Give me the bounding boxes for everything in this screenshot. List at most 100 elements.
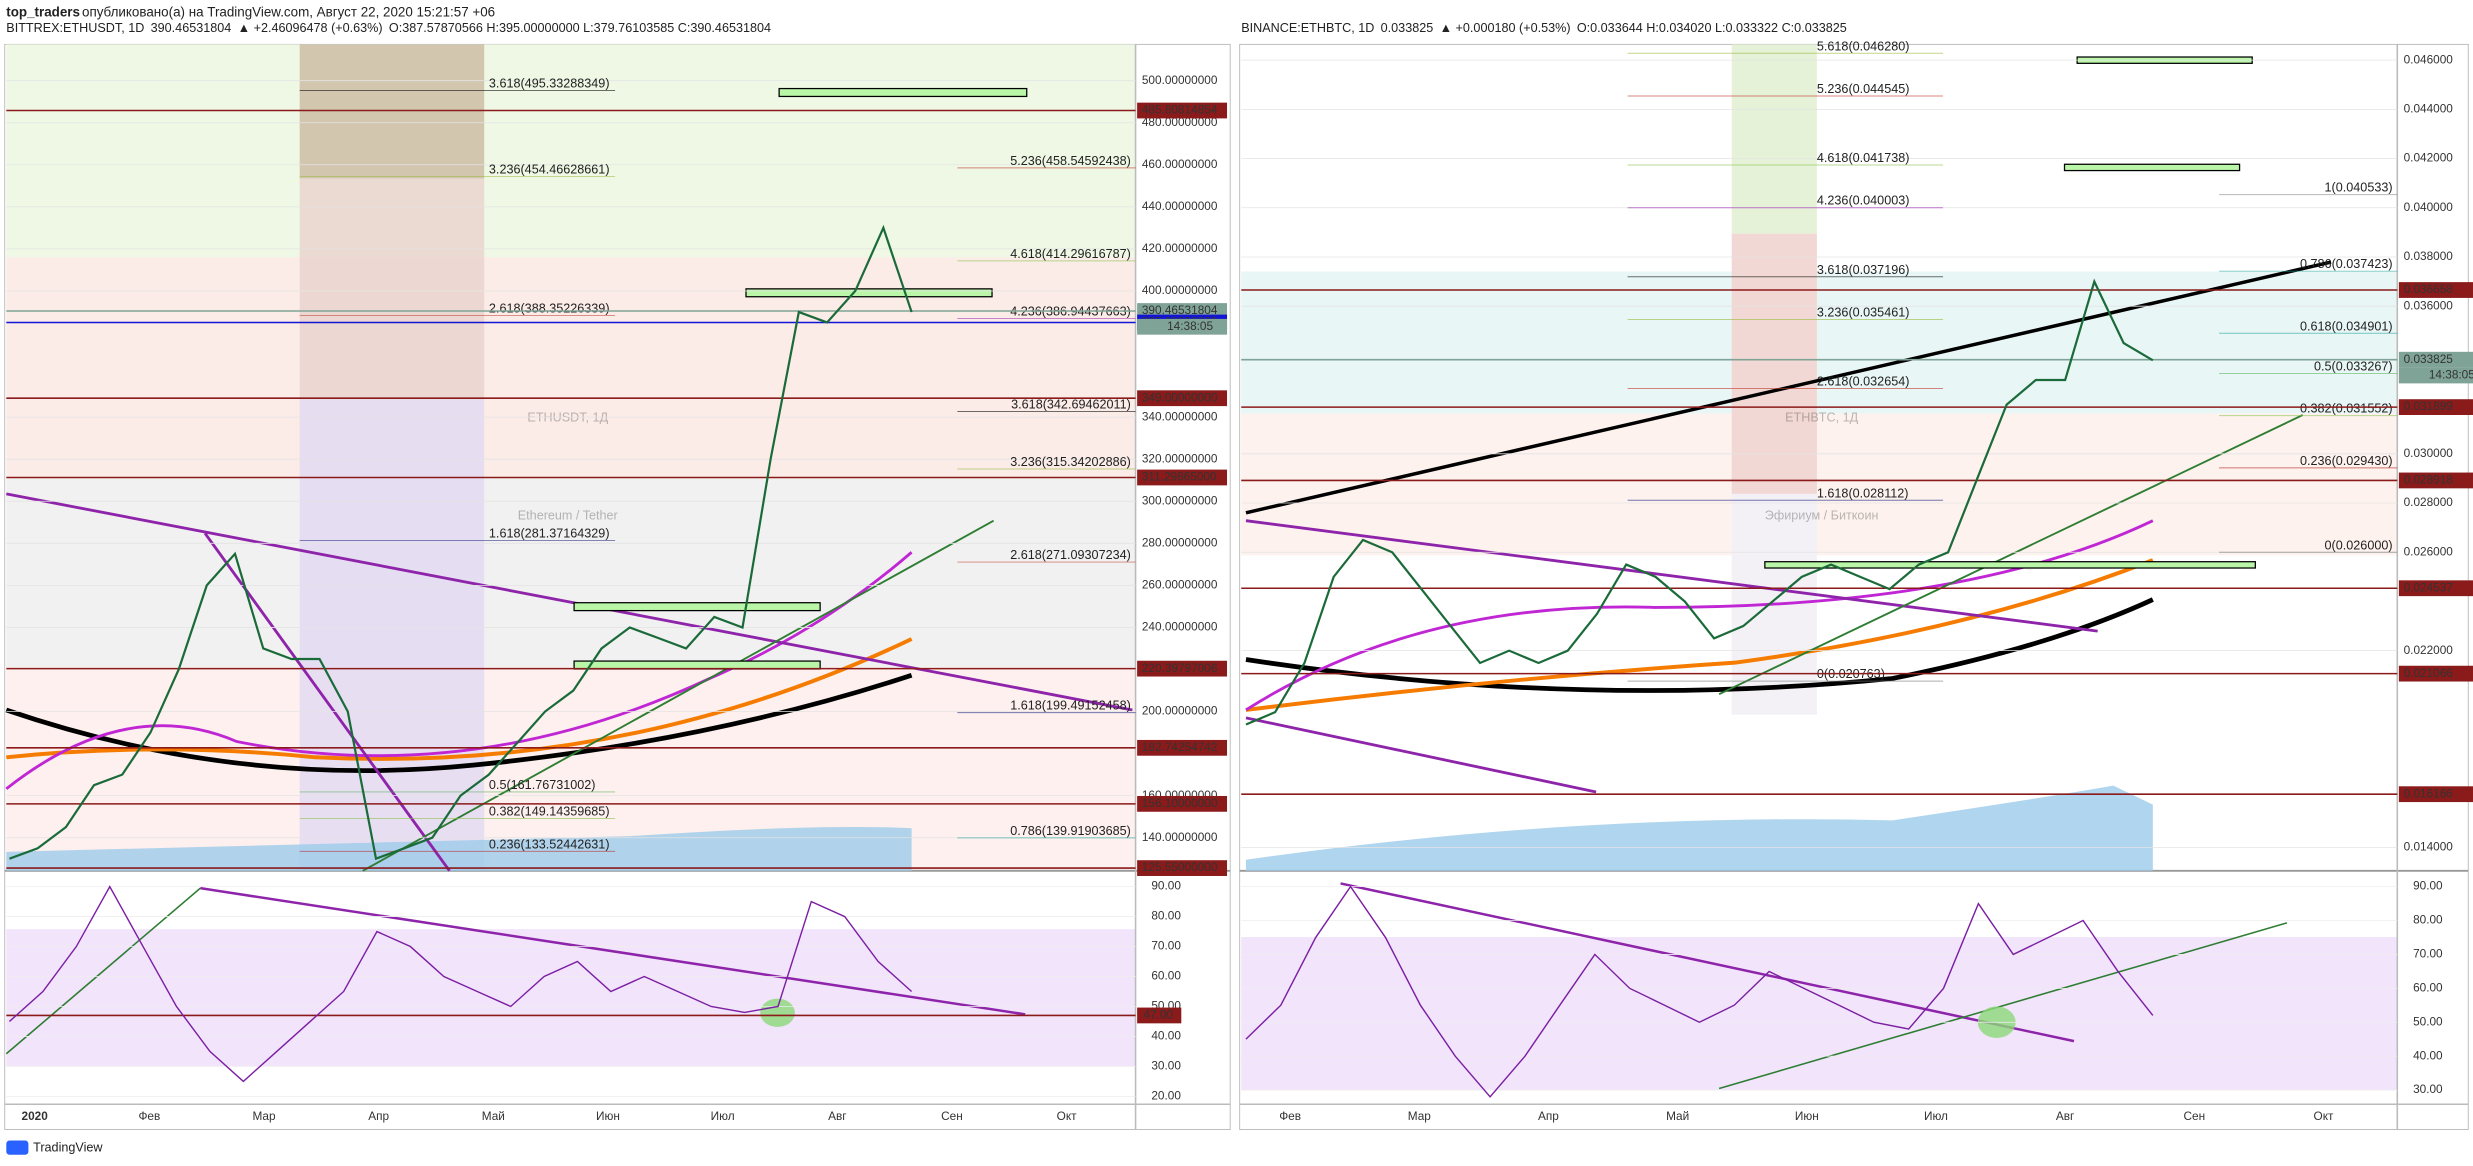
x-tick-label: Сен [2184,1109,2206,1123]
ma-50 [5,551,913,790]
price-label: 0.028918 [2404,473,2454,487]
rsi-line [1245,885,2154,1098]
y-tick-label: 420.00000000 [1142,241,1218,255]
zone-box [2063,163,2241,172]
rsi-band [1241,937,2398,1091]
zone-box [778,87,1028,98]
fib-label: 3.618(495.33288349) [489,77,610,91]
fib-label: 3.618(342.69462011) [1011,397,1131,411]
fib-label: 4.236(0.040003) [1817,194,1910,208]
fib-label: 0.382(149.14359685) [489,805,610,819]
fib-label: 0.236(0.029430) [2300,454,2393,468]
fib-label: 1.618(0.028112) [1817,486,1909,500]
x-tick-label: Фев [138,1109,160,1123]
countdown-box [2398,367,2473,384]
ma-200 [1245,597,2154,693]
countdown: 14:38:05 [1167,319,1213,333]
fib-label: 2.618(0.032654) [1817,375,1910,389]
rsi-tick-label: 80.00 [2413,913,2443,927]
y-tick-label: 200.00000000 [1142,704,1218,718]
price-label: 390.46531804 [1142,303,1218,317]
price-label-box [2398,472,2473,489]
price-label-box [2398,351,2473,368]
y-tick-label: 440.00000000 [1142,199,1218,213]
price-label: 349.00000000 [1142,390,1218,404]
price-label: 0.031899 [2404,399,2454,413]
price-label-box [1137,739,1228,756]
price-label-box [2398,399,2473,415]
zone [6,44,1136,258]
symbol: BITTREX:ETHUSDT, 1D [6,21,144,35]
countdown: 14:38:05 [2429,368,2473,382]
zone [1241,413,2398,556]
logo [6,1140,29,1155]
rsi-tick-label: 90.00 [2413,879,2443,893]
fib-label: 2.618(271.09307234) [1010,548,1131,562]
y-tick-label: 0.044000 [2404,102,2454,116]
rsi-tick-label: 50.00 [2413,1014,2443,1028]
zone [299,44,485,179]
ohlc: O:0.033644 H:0.034020 L:0.033322 C:0.033… [1577,21,1847,35]
rsi-tick-label: 40.00 [2413,1048,2443,1062]
x-tick-label: Авг [828,1109,846,1123]
y-tick-label: 0.046000 [2404,52,2454,66]
rsi-tick-label: 20.00 [1151,1088,1181,1102]
zone [1731,44,1817,234]
fib-label: 0(0.026000) [2325,538,2393,552]
ma-100 [6,637,913,761]
price-label: 125.55000000 [1142,860,1218,874]
price-label-box [2398,665,2473,682]
trend-line [1718,414,2304,696]
rsi-tick-label: 70.00 [2413,947,2443,961]
rsi-trend [5,887,201,1055]
price-label: 311.29865000 [1142,470,1217,484]
price-label: 0.016166 [2404,786,2454,800]
price-label: 0.036658 [2404,282,2454,296]
zone-box [1764,561,2256,569]
watermark: ETHBTC, 1Д [1785,411,1858,425]
y-tick-label: 0.014000 [2404,840,2454,854]
fib-label: 3.618(0.037196) [1817,263,1910,277]
rsi-tick-label: 60.00 [2413,980,2443,994]
ohlc: O:387.57870566 H:395.00000000 L:379.7610… [389,21,771,35]
x-tick-label: Фев [1279,1109,1301,1123]
ma-100 [1245,558,2154,712]
y-tick-label: 0.038000 [2404,249,2454,263]
fib-label: 0.5(0.033267) [2314,359,2393,373]
trend-line [1245,519,2098,633]
zone-box [745,288,993,298]
price-label-box [1137,469,1228,486]
rsi-tick-label: 30.00 [2413,1082,2443,1096]
zone [6,667,1136,871]
y-tick-label: 460.00000000 [1142,157,1218,171]
x-tick-label: Окт [1057,1109,1077,1123]
fib-label: 4.618(414.29616787) [1010,247,1131,261]
price-label-box [1137,660,1228,677]
y-tick-label: 0.026000 [2404,544,2454,558]
x-tick-label: Май [482,1109,505,1123]
rsi-level-label: 47.00 [1143,1008,1173,1022]
y-tick-label: 260.00000000 [1142,577,1218,591]
fib-label: 3.236(0.035461) [1817,305,1910,319]
rsi-band [6,929,1136,1067]
y-tick-label: 140.00000000 [1142,830,1218,844]
rsi-tick-label: 80.00 [1151,909,1181,923]
y-tick-label: 0.028000 [2404,495,2454,509]
price-label: 182.74254742 [1142,740,1218,754]
rsi-trend [1340,882,2075,1043]
fib-label: 5.236(0.044545) [1817,82,1910,96]
fib-label: 1(0.040533) [2325,181,2393,195]
fib-label: 0.382(0.031552) [2300,402,2393,416]
zone [1731,233,1817,494]
zone-box [573,602,821,612]
price-label: 0.033825 [2404,352,2454,366]
published: опубликовано(а) на TradingView.com, Авгу… [82,4,495,19]
countdown-box [1137,318,1228,335]
change: ▲ +0.000180 (+0.53%) [1440,21,1571,35]
rsi-line [8,885,913,1083]
y-tick-label: 0.022000 [2404,643,2454,657]
price-label-box [2398,282,2473,298]
y-tick-label: 240.00000000 [1142,620,1218,634]
